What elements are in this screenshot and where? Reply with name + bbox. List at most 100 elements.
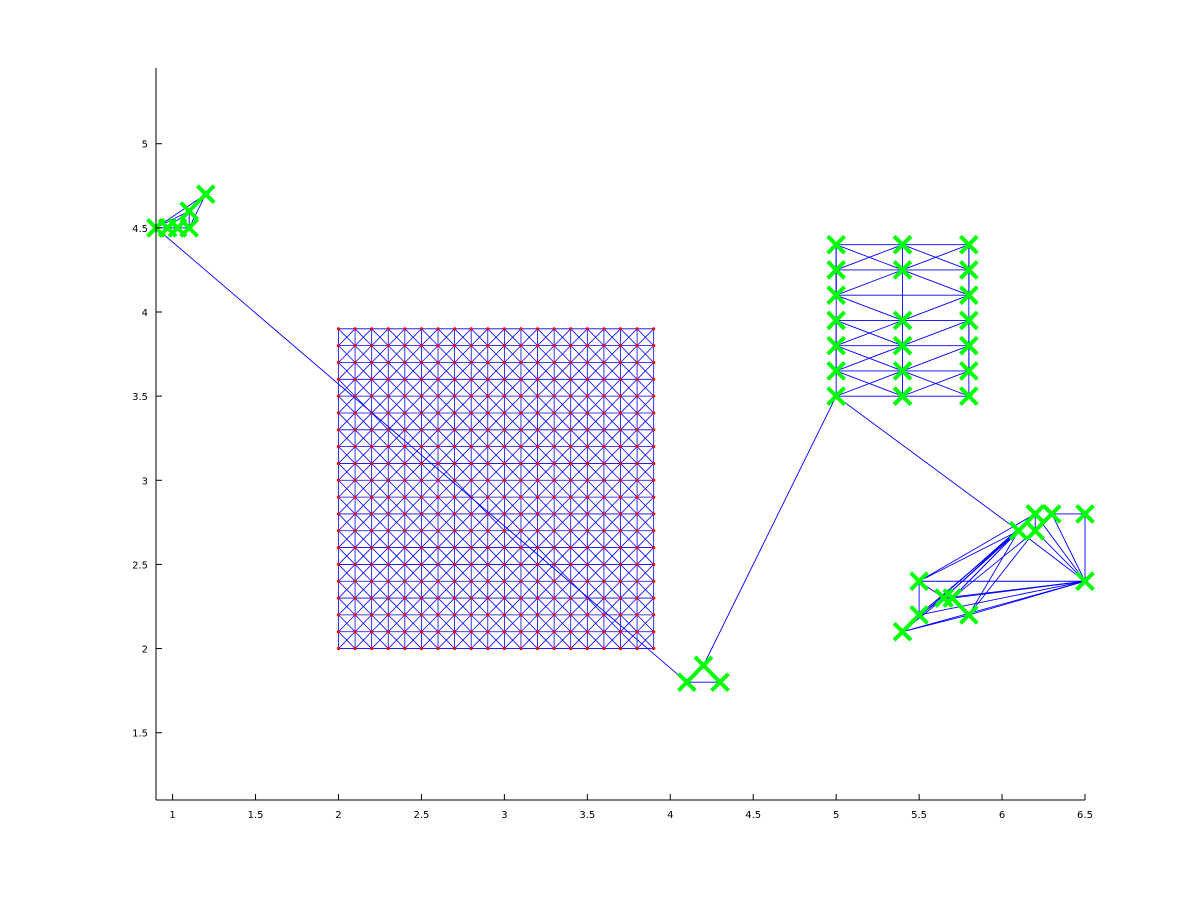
grid-node — [403, 428, 407, 432]
grid-edge — [620, 362, 638, 380]
grid-node — [370, 596, 374, 600]
grid-node — [386, 360, 390, 365]
grid-edge — [437, 496, 455, 515]
x-marker-point — [909, 571, 929, 592]
grid-node — [486, 360, 490, 365]
grid-node — [652, 411, 656, 415]
x-marker-point — [959, 260, 979, 280]
grid-edge — [636, 395, 654, 414]
grid-edge — [354, 513, 372, 532]
grid-edge — [553, 547, 572, 565]
grid-node — [602, 377, 606, 381]
grid-node — [652, 596, 656, 600]
grid-edge — [487, 446, 505, 464]
grid-edge — [421, 379, 439, 397]
x-marker-point — [693, 655, 714, 676]
grid-edge — [504, 412, 522, 431]
grid-edge — [404, 429, 422, 447]
grid-node — [453, 579, 457, 583]
x-marker-point — [179, 218, 200, 238]
grid-edge — [553, 412, 572, 431]
grid-node — [618, 478, 623, 482]
grid-edge — [504, 564, 522, 582]
grid-node — [502, 545, 506, 550]
x-tick-label: 1.5 — [248, 810, 264, 821]
grid-edge — [437, 547, 455, 565]
graph-edge — [1018, 530, 1086, 582]
grid-edge — [587, 429, 605, 447]
grid-node — [618, 428, 623, 432]
grid-edge — [587, 530, 605, 548]
grid-node — [569, 327, 573, 331]
grid-node — [635, 630, 639, 634]
grid-edge — [338, 614, 356, 633]
grid-edge — [603, 463, 621, 481]
grid-edge — [504, 446, 522, 464]
grid-edge — [537, 446, 555, 464]
grid-node — [569, 478, 573, 482]
grid-node — [652, 512, 656, 516]
x-marker-point — [195, 184, 216, 205]
grid-edge — [354, 362, 372, 380]
grid-node — [585, 327, 589, 331]
grid-node — [519, 344, 523, 348]
grid-node — [353, 562, 357, 567]
grid-edge — [371, 379, 389, 397]
grid-node — [635, 327, 639, 331]
grid-node — [652, 579, 656, 583]
grid-node — [486, 646, 490, 651]
grid-node — [386, 377, 390, 381]
grid-edge — [603, 597, 621, 616]
grid-edge — [537, 463, 555, 481]
grid-edge — [587, 564, 605, 582]
grid-node — [386, 428, 390, 432]
grid-node — [652, 445, 656, 449]
grid-edge — [520, 328, 538, 346]
grid-edge — [387, 429, 406, 447]
grid-node — [370, 461, 374, 466]
grid-edge — [387, 345, 406, 363]
grid-node — [336, 596, 341, 600]
grid-node — [336, 545, 341, 550]
grid-node — [336, 461, 341, 466]
y-axis-ticks: 1.5 2 2.5 3 3.5 4 4.5 5 — [132, 140, 162, 740]
grid-edge — [387, 479, 406, 498]
grid-node — [469, 545, 473, 550]
grid-edge — [470, 547, 489, 565]
grid-node — [453, 495, 457, 499]
graph-edge — [836, 244, 903, 271]
grid-node — [585, 411, 589, 415]
grid-node — [552, 596, 556, 600]
grid-node — [469, 394, 473, 398]
grid-node — [535, 360, 540, 365]
grid-node — [652, 327, 656, 331]
grid-edge — [371, 614, 389, 633]
grid-edge — [404, 547, 422, 565]
x-marker-point — [892, 310, 913, 331]
grid-edge — [570, 362, 588, 380]
grid-node — [403, 579, 407, 583]
grid-node — [569, 360, 573, 365]
grid-edge — [354, 412, 372, 431]
grid-edge — [620, 597, 638, 616]
x-marker-point — [892, 386, 913, 406]
grid-edge — [470, 463, 489, 481]
grid-edge — [487, 463, 505, 481]
x-marker-point — [1075, 504, 1095, 524]
grid-node — [635, 478, 639, 482]
grid-node — [618, 579, 623, 583]
grid-edge — [371, 547, 389, 565]
grid-edge — [404, 328, 422, 346]
grid-edge — [537, 395, 555, 414]
grid-edge — [587, 395, 605, 414]
grid-node — [502, 445, 506, 449]
grid-edge — [620, 547, 638, 565]
grid-edge — [636, 429, 654, 447]
grid-node — [419, 445, 424, 449]
grid-edge — [421, 395, 439, 414]
grid-edge — [603, 395, 621, 414]
grid-edge — [338, 580, 356, 599]
x-tick-label: 6.5 — [1077, 810, 1093, 821]
grid-node — [519, 411, 523, 415]
